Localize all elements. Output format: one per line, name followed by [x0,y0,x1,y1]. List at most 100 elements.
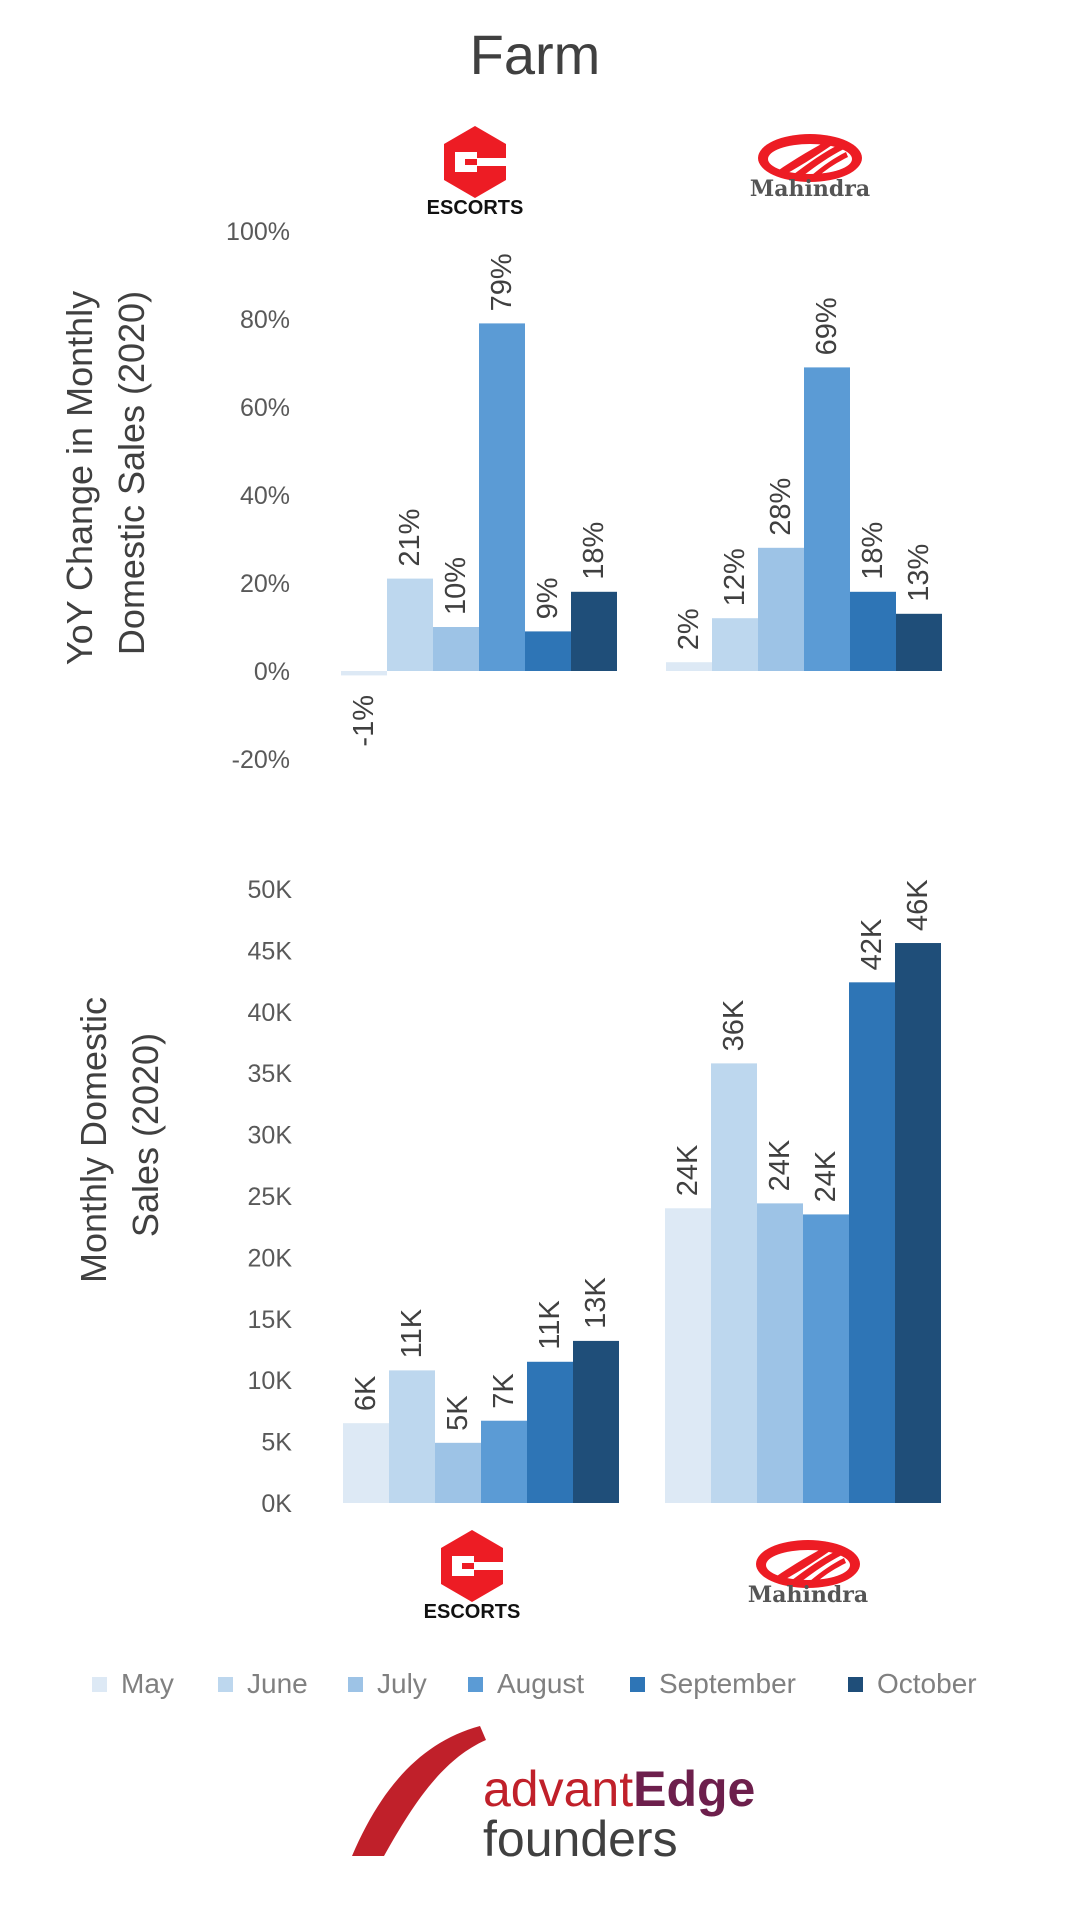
advantedge-logo: advantEdge founders [352,1726,755,1867]
legend-swatch-august [468,1676,483,1692]
legend-swatch-may [92,1676,107,1692]
yoy-y-axis-ticks: 100% 80% 60% 40% 20% 0% -20% [226,218,290,774]
sales-y-axis-ticks: 50K 45K 40K 35K 30K 25K 20K 15K 10K 5K 0K [248,876,293,1518]
legend-label-october: October [877,1668,977,1699]
sales-bar-mahindra-september [849,982,895,1503]
yoy-label-mahindra-august: 69% [811,297,843,355]
yoy-label-mahindra-july: 28% [765,478,797,536]
sales-tick-15k: 15K [248,1306,293,1334]
sales-tick-5k: 5K [261,1429,292,1457]
page-title: Farm [469,23,601,86]
yoy-bar-escorts-july [433,627,479,671]
sales-data-labels: 6K 11K 5K 7K 11K 13K 24K 36K 24K 24K 42K 46K [350,879,934,1431]
sales-tick-0k: 0K [261,1490,292,1518]
sales-bar-escorts-october [573,1340,619,1503]
sales-label-escorts-october: 13K [580,1277,612,1329]
legend-item-may: May [92,1664,174,1704]
yoy-tick-80: 80% [240,306,290,334]
yoy-label-mahindra-june: 12% [719,548,751,606]
mahindra-logo-text-top: Mahindra [750,176,870,202]
sales-tick-20k: 20K [248,1244,293,1272]
escorts-logo-top: ESCORTS [427,126,524,219]
yoy-label-mahindra-may: 2% [673,608,705,650]
yoy-data-labels: -1% 21% 10% 79% 9% 18% 2% 12% 28% 69% 18% 13% [348,253,935,746]
yoy-y-axis-title: YoY Change in Monthly Domestic Sales (20… [59,281,152,665]
escorts-logo-bottom: ESCORTS [424,1530,521,1623]
sales-label-escorts-august: 7K [488,1373,520,1409]
sales-tick-40k: 40K [248,999,293,1027]
yoy-label-escorts-july: 10% [440,557,472,615]
advantedge-word-advant: advant [483,1761,633,1817]
legend-label-september: September [659,1668,796,1699]
legend-item-august: August [468,1664,584,1704]
yoy-label-escorts-may: -1% [348,695,380,747]
yoy-bar-mahindra-may [666,662,712,671]
yoy-tick-20: -20% [232,746,290,774]
legend-label-june: June [247,1668,308,1699]
escorts-logo-text-bottom: ESCORTS [424,1601,521,1623]
sales-bars [343,943,941,1503]
yoy-change-chart: YoY Change in Monthly Domestic Sales (20… [59,218,942,774]
yoy-bar-escorts-august [479,323,525,671]
advantedge-word-edge: Edge [633,1761,755,1817]
sales-bar-escorts-july [435,1442,481,1503]
sales-y-axis-title: Monthly Domestic Sales (2020) [73,987,166,1283]
escorts-logo-text-top: ESCORTS [427,197,524,219]
sales-bar-escorts-september [527,1361,573,1503]
sales-bar-mahindra-october [895,943,941,1503]
monthly-sales-chart: Monthly Domestic Sales (2020) 50K 45K 40K 3… [73,876,941,1518]
sales-label-mahindra-august: 24K [810,1150,842,1202]
yoy-bar-escorts-september [525,631,571,671]
sales-bar-escorts-june [389,1370,435,1503]
yoy-bar-mahindra-june [712,618,758,671]
sales-bar-mahindra-july [757,1203,803,1503]
legend: May June July August September October [0,1664,1070,1704]
yoy-tick-60: 60% [240,394,290,422]
yoy-label-escorts-june: 21% [394,509,426,567]
sales-label-escorts-june: 11K [396,1308,428,1358]
sales-label-mahindra-may: 24K [672,1144,704,1196]
legend-swatch-july [348,1676,363,1692]
yoy-bar-mahindra-july [758,547,804,671]
mahindra-logo-text-bottom: Mahindra [748,1582,868,1608]
legend-item-june: June [218,1664,308,1704]
sales-tick-30k: 30K [248,1122,293,1150]
sales-tick-35k: 35K [248,1060,293,1088]
sales-tick-45k: 45K [248,937,293,965]
legend-label-july: July [377,1668,427,1699]
legend-item-july: July [348,1664,427,1704]
yoy-bar-escorts-june [387,578,433,671]
yoy-tick-0: 0% [254,658,290,686]
advantedge-word-founders: founders [483,1811,678,1867]
yoy-bar-mahindra-august [804,367,850,671]
yoy-label-escorts-september: 9% [532,577,564,619]
sales-bar-mahindra-may [665,1208,711,1503]
yoy-bars [341,323,942,676]
sales-label-escorts-may: 6K [350,1375,382,1411]
yoy-label-mahindra-october: 13% [903,544,935,602]
sales-tick-50k: 50K [248,876,293,904]
sales-label-mahindra-october: 46K [902,879,934,931]
yoy-label-escorts-august: 79% [486,253,518,311]
sales-label-mahindra-june: 36K [718,999,750,1051]
mahindra-logo-bottom: Mahindra [748,1540,868,1608]
legend-swatch-october [848,1676,863,1692]
yoy-tick-100: 100% [226,218,290,246]
sales-label-escorts-september: 11K [534,1300,566,1350]
yoy-tick-40: 40% [240,482,290,510]
yoy-tick-20: 20% [240,570,290,598]
yoy-label-mahindra-september: 18% [857,522,889,580]
sales-bar-mahindra-august [803,1214,849,1503]
legend-label-august: August [497,1668,585,1699]
sales-bar-escorts-may [343,1423,389,1503]
sales-bar-mahindra-june [711,1063,757,1503]
yoy-bar-escorts-october [571,591,617,671]
advantedge-wordmark: advantEdge [483,1761,755,1817]
sales-bar-escorts-august [481,1420,527,1503]
legend-swatch-september [630,1676,645,1692]
sales-label-escorts-july: 5K [442,1395,474,1431]
sales-label-mahindra-july: 24K [764,1139,796,1191]
legend-swatch-june [218,1676,233,1692]
legend-item-september: September [630,1664,796,1704]
